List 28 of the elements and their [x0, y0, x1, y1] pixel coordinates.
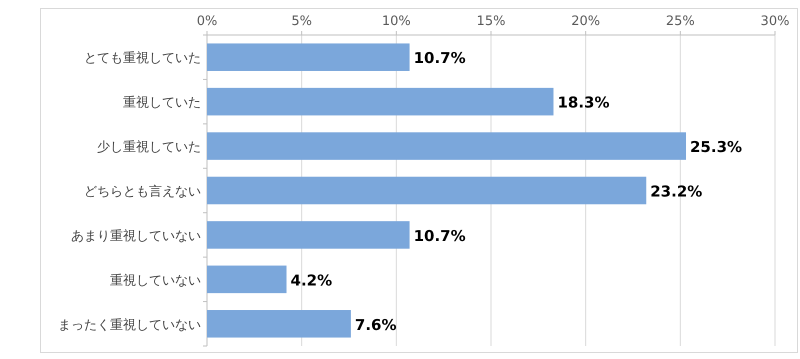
y-tick-label: 重視していない [110, 273, 201, 288]
data-label: 4.2% [290, 271, 332, 290]
y-tick-label: 少し重視していた [97, 140, 201, 156]
y-tick-label: どちらとも言えない [84, 184, 201, 200]
data-label: 18.3% [557, 94, 610, 112]
y-tick-label: あまり重視していない [71, 228, 201, 244]
y-tick-label: とても重視していた [84, 51, 201, 66]
bar [207, 266, 287, 294]
bar [207, 43, 410, 71]
bar [207, 310, 351, 338]
y-tick-label: まったく重視していない [58, 318, 201, 333]
data-label: 23.2% [650, 182, 702, 200]
y-tick-label: 重視していた [123, 96, 201, 111]
x-tick-label: 25% [666, 14, 695, 29]
bar [207, 132, 686, 160]
x-tick-label: 0% [196, 14, 218, 29]
bar [207, 88, 554, 116]
bar [207, 221, 410, 249]
data-label: 10.7% [414, 49, 466, 68]
x-tick-label: 10% [382, 14, 411, 29]
x-tick-label: 20% [571, 14, 600, 29]
x-tick-label: 15% [476, 14, 506, 29]
x-tick-label: 30% [760, 14, 790, 29]
data-label: 25.3% [690, 138, 742, 156]
data-label: 10.7% [414, 226, 466, 245]
data-label: 7.6% [354, 316, 397, 334]
bar [207, 176, 646, 204]
x-tick-label: 5% [291, 14, 312, 29]
